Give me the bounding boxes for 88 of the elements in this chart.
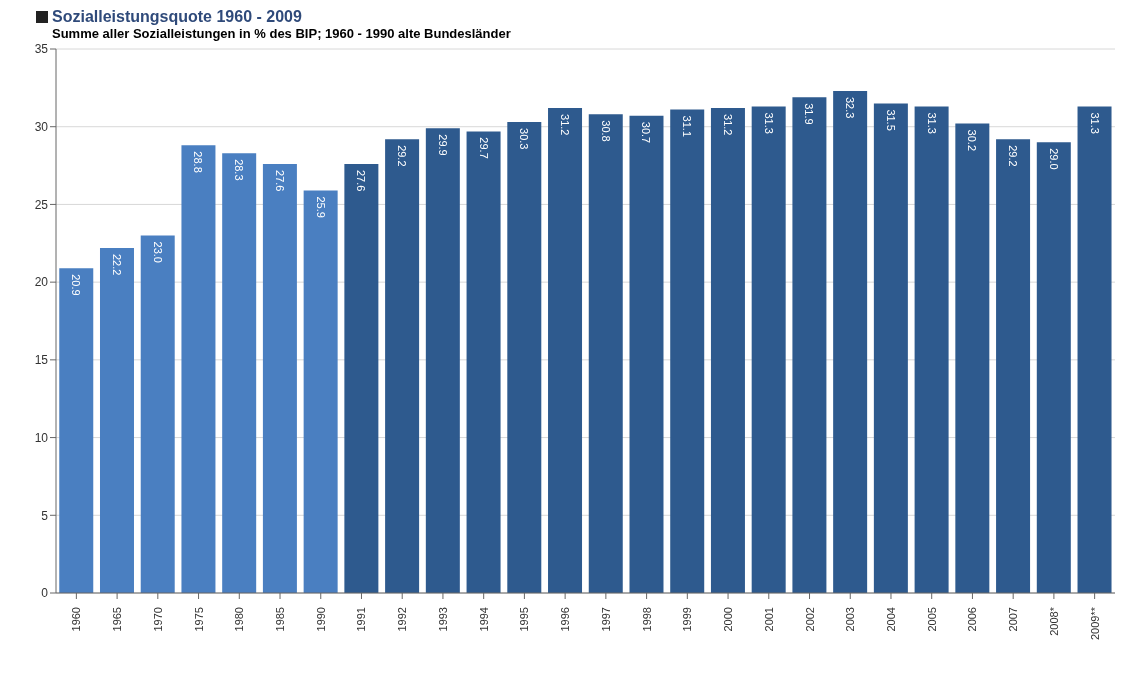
data-label: 27.6: [355, 170, 368, 192]
x-tick-label: 1998: [640, 607, 653, 632]
y-tick-label: 0: [41, 586, 49, 601]
bar: [548, 108, 583, 593]
data-label: 31.1: [681, 115, 694, 138]
x-tick-label: 1999: [681, 607, 694, 632]
bar: [955, 123, 990, 593]
data-label: 30.3: [518, 128, 531, 150]
y-tick-label: 15: [34, 353, 49, 368]
bar: [303, 190, 338, 593]
y-tick-label: 30: [34, 119, 49, 134]
data-label: 29.9: [436, 134, 449, 156]
bar: [1077, 106, 1112, 593]
y-tick-label: 35: [34, 42, 49, 57]
bar: [873, 103, 908, 593]
bar: [996, 139, 1031, 593]
bar: [670, 109, 705, 593]
data-label: 29.0: [1047, 148, 1060, 170]
x-tick-label: 1997: [599, 607, 612, 632]
bar: [385, 139, 420, 593]
bar: [792, 97, 827, 593]
data-label: 31.3: [1088, 112, 1101, 134]
data-label: 31.2: [559, 114, 572, 136]
x-tick-label: 2001: [762, 607, 775, 632]
x-tick-label: 1994: [477, 607, 490, 632]
x-tick-label: 1995: [518, 607, 531, 632]
bar: [629, 115, 664, 593]
bar: [833, 90, 868, 593]
x-tick-label: 1980: [233, 607, 246, 632]
bar: [181, 145, 216, 593]
x-tick-label: 1970: [151, 607, 164, 632]
x-tick-label: 1985: [274, 607, 287, 632]
data-label: 30.8: [599, 120, 612, 142]
data-label: 31.3: [925, 112, 938, 134]
x-tick-label: 1965: [111, 607, 124, 632]
data-label: 29.2: [396, 145, 409, 167]
x-tick-label: 1991: [355, 607, 368, 632]
x-tick-label: 2003: [844, 607, 857, 632]
data-label: 20.9: [70, 274, 83, 296]
chart-subtitle: Summe aller Sozialleistungen in % des BIP; 1960 - 1990 alte Bundesländer: [52, 26, 512, 41]
data-label: 28.8: [192, 151, 205, 173]
data-label: 27.6: [273, 170, 286, 192]
data-label: 32.3: [844, 96, 857, 119]
x-tick-label: 2004: [884, 607, 897, 632]
y-tick-label: 10: [34, 430, 49, 445]
bar: [425, 128, 460, 593]
x-tick-label: 1992: [396, 607, 409, 632]
data-label: 31.3: [762, 112, 775, 134]
data-label: 22.2: [110, 253, 123, 276]
y-tick-label: 25: [34, 197, 49, 212]
y-tick-label: 20: [34, 275, 49, 290]
bar: [262, 164, 297, 593]
data-label: 30.7: [640, 121, 653, 144]
bar: [466, 131, 501, 593]
x-tick-label: 2009**: [1088, 606, 1101, 641]
bar: [751, 106, 786, 593]
x-tick-label: 2007: [1007, 607, 1020, 632]
x-tick-label: 2006: [966, 607, 979, 632]
data-label: 29.2: [1007, 145, 1020, 167]
x-tick-label: 1996: [559, 607, 572, 632]
data-label: 25.9: [314, 196, 327, 218]
bar: [588, 114, 623, 593]
data-label: 23.0: [151, 241, 164, 263]
chart-title: Sozialleistungsquote 1960 - 2009: [52, 8, 302, 26]
x-tick-label: 1990: [314, 607, 327, 632]
bar: [914, 106, 949, 593]
bar: [222, 153, 257, 593]
bar: [59, 268, 94, 593]
x-tick-label: 2005: [925, 607, 938, 632]
x-tick-label: 2000: [722, 607, 735, 632]
x-tick-label: 2008*: [1047, 606, 1060, 636]
bar: [710, 108, 745, 593]
x-tick-label: 1975: [192, 607, 205, 632]
data-label: 31.9: [803, 103, 816, 125]
bar: [507, 122, 542, 593]
x-tick-label: 1960: [70, 607, 83, 632]
bar: [1036, 142, 1071, 593]
bar: [140, 235, 175, 593]
data-label: 31.5: [884, 109, 897, 131]
data-label: 30.2: [966, 129, 979, 152]
x-tick-label: 1993: [436, 607, 449, 632]
y-tick-label: 5: [41, 508, 49, 523]
data-label: 28.3: [233, 159, 246, 181]
bar: [344, 164, 379, 593]
x-tick-label: 2002: [803, 607, 816, 632]
bar: [99, 247, 134, 593]
data-label: 31.2: [721, 114, 734, 136]
data-label: 29.7: [477, 137, 490, 159]
